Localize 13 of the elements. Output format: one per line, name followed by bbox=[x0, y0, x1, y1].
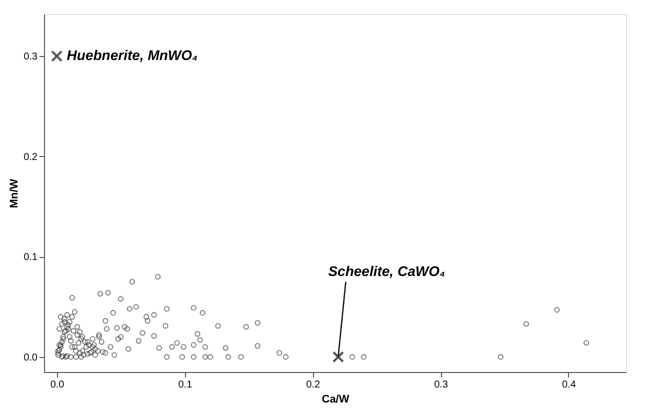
x-tick-label: 0.4 bbox=[562, 380, 576, 390]
x-tick-label: 0.2 bbox=[306, 380, 320, 390]
y-tick-label: 0.0 bbox=[24, 352, 38, 364]
y-tick-label: 0.3 bbox=[24, 52, 38, 63]
annotation: Huebnerite, MnWO₄ bbox=[66, 47, 198, 64]
x-axis-title: Ca/W bbox=[322, 394, 350, 406]
x-tick-label: 0.3 bbox=[434, 380, 448, 390]
y-tick-label: 0.1 bbox=[24, 252, 38, 264]
y-axis-title: Mn/W bbox=[8, 178, 21, 208]
x-tick-label: 0.1 bbox=[178, 380, 193, 390]
x-tick-label: 0.0 bbox=[50, 380, 65, 390]
y-tick-label: 0.2 bbox=[24, 152, 38, 163]
annotation: Scheelite, CaWO₄ bbox=[328, 262, 446, 279]
